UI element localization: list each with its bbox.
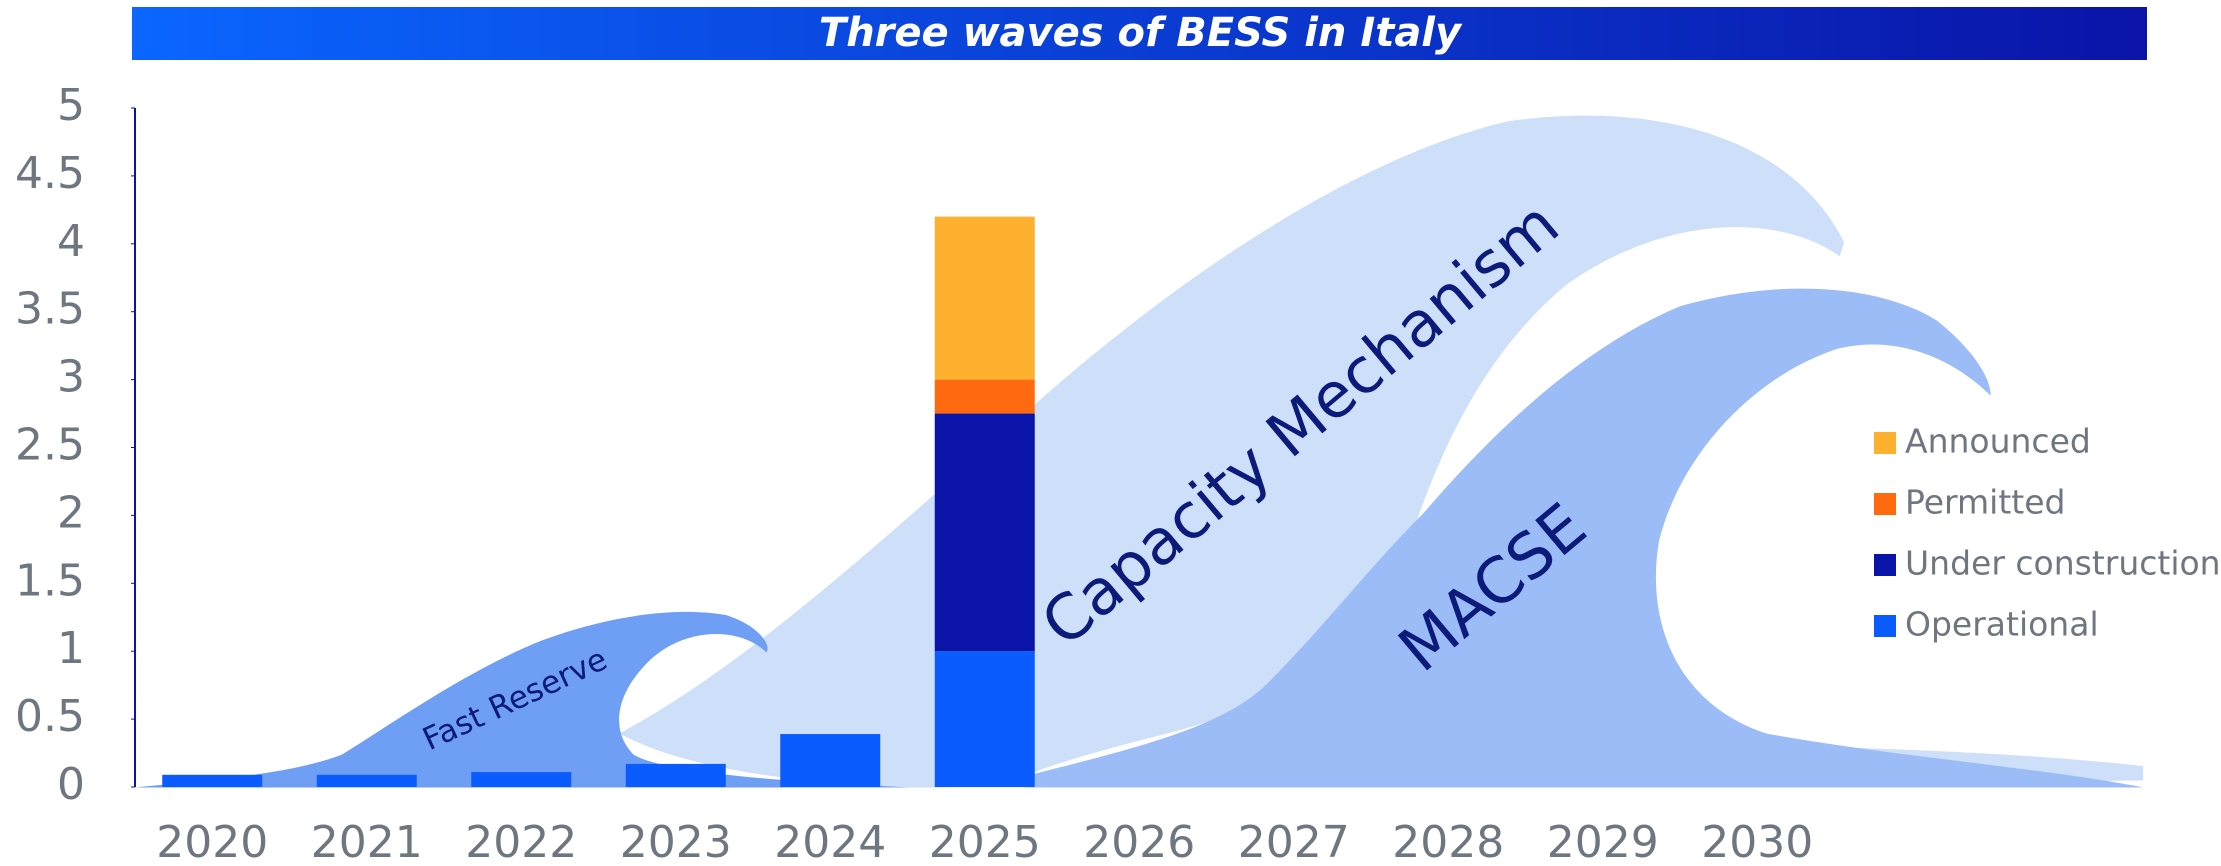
y-tick-label: 4.5 xyxy=(15,148,85,199)
fast-reserve-wave xyxy=(135,611,912,788)
x-tick-label: 2027 xyxy=(1238,817,1350,866)
y-tick-label: 5 xyxy=(57,80,85,131)
x-tick-label: 2028 xyxy=(1392,817,1504,866)
legend-swatch xyxy=(1874,615,1896,637)
chart-title: Three waves of BESS in Italy xyxy=(819,10,1463,56)
bar xyxy=(471,772,572,787)
x-tick-label: 2022 xyxy=(465,817,577,866)
waves: Fast Reserve Capacity Mechanism MACSE xyxy=(135,115,2144,788)
bar xyxy=(625,763,726,787)
bar xyxy=(934,413,1035,652)
y-tick-label: 2 xyxy=(57,487,85,538)
x-tick-label: 2025 xyxy=(929,817,1041,866)
y-tick-label: 1.5 xyxy=(15,555,85,606)
legend-label: Announced xyxy=(1905,422,2091,461)
macse-wave xyxy=(1025,288,2144,788)
x-tick-label: 2021 xyxy=(311,817,423,866)
x-tick-label: 2023 xyxy=(620,817,732,866)
y-tick-label: 1 xyxy=(57,623,85,674)
bar xyxy=(780,734,881,787)
bar xyxy=(934,216,1035,380)
legend-swatch xyxy=(1874,493,1896,515)
legend-label: Operational xyxy=(1905,605,2099,644)
y-tick-label: 3.5 xyxy=(15,284,85,335)
legend-label: Permitted xyxy=(1905,483,2065,522)
y-tick-label: 0.5 xyxy=(15,691,85,742)
bar xyxy=(934,651,1035,787)
x-tick-label: 2020 xyxy=(156,817,268,866)
bar xyxy=(316,774,417,787)
y-tick-label: 2.5 xyxy=(15,420,85,471)
legend-swatch xyxy=(1874,554,1896,576)
x-tick-label: 2026 xyxy=(1083,817,1195,866)
y-tick-label: 4 xyxy=(57,216,85,267)
x-tick-label: 2030 xyxy=(1701,817,1813,866)
bar xyxy=(162,774,263,787)
y-tick-label: 3 xyxy=(57,352,85,403)
title-bar xyxy=(132,7,2147,60)
legend-label: Under construction xyxy=(1905,544,2221,583)
x-tick-label: 2024 xyxy=(774,817,886,866)
x-tick-label: 2029 xyxy=(1547,817,1659,866)
bar xyxy=(934,379,1035,414)
y-tick-label: 0 xyxy=(57,759,85,810)
legend-swatch xyxy=(1874,432,1896,454)
